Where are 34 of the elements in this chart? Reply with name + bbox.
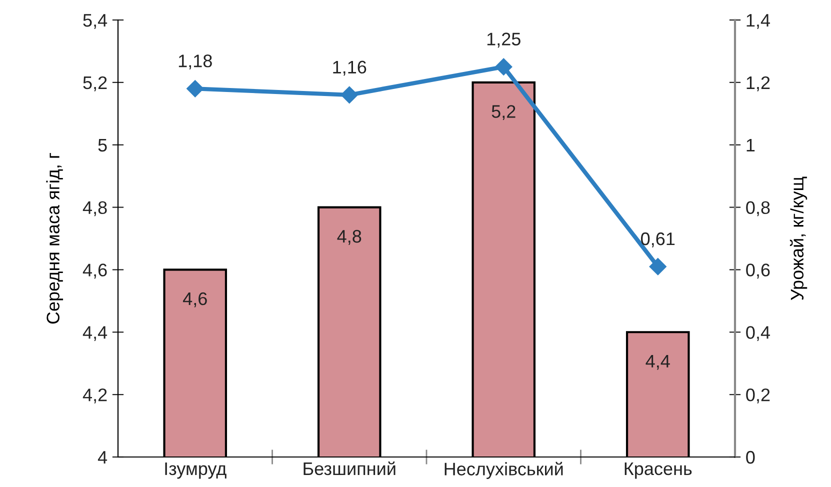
data-label: 1,18 [178, 54, 212, 70]
y2-tick-label: 1 [746, 138, 755, 152]
point [649, 258, 666, 276]
y-tick-label: 4,6 [82, 264, 107, 279]
x-tick-label: Красень [624, 462, 692, 479]
y-tick-label: 4 [98, 451, 108, 464]
y-tick-label: 5,4 [83, 14, 108, 29]
point [340, 86, 358, 104]
y-tick-label: 4,2 [82, 388, 107, 404]
data-label: 0,61 [641, 232, 675, 248]
data-label: 4,4 [646, 354, 670, 370]
y-axis-title: Середня маса ягід, г [46, 152, 64, 324]
y-tick-label: 4,8 [82, 201, 107, 216]
x-tick-label: Неслухівський [444, 462, 563, 480]
y-tick-label: 5,2 [83, 76, 107, 92]
y2-tick-label: 1,4 [746, 14, 770, 29]
x-tick-label: Ізумруд [165, 462, 226, 479]
x-tick-label: Безшипний [304, 462, 396, 476]
data-label: 4,8 [337, 230, 362, 245]
y2-axis-title: Урожай, кг/кущ [790, 176, 808, 300]
y2-tick-label: 0 [746, 450, 755, 464]
data-label: 1,16 [333, 60, 366, 76]
y2-tick-label: 0,8 [746, 201, 770, 216]
data-label: 4,6 [182, 292, 207, 308]
data-label: 1,25 [487, 32, 520, 48]
y-tick-label: 5 [98, 138, 107, 152]
y2-tick-label: 0,2 [746, 388, 770, 404]
y2-tick-label: 0,4 [746, 326, 770, 341]
y-tick-label: 4,4 [82, 326, 108, 341]
y2-tick-label: 0,6 [746, 264, 770, 279]
point [495, 58, 512, 76]
point [186, 80, 204, 98]
data-label: 5,2 [492, 105, 516, 120]
y2-tick-label: 1,2 [746, 76, 770, 92]
